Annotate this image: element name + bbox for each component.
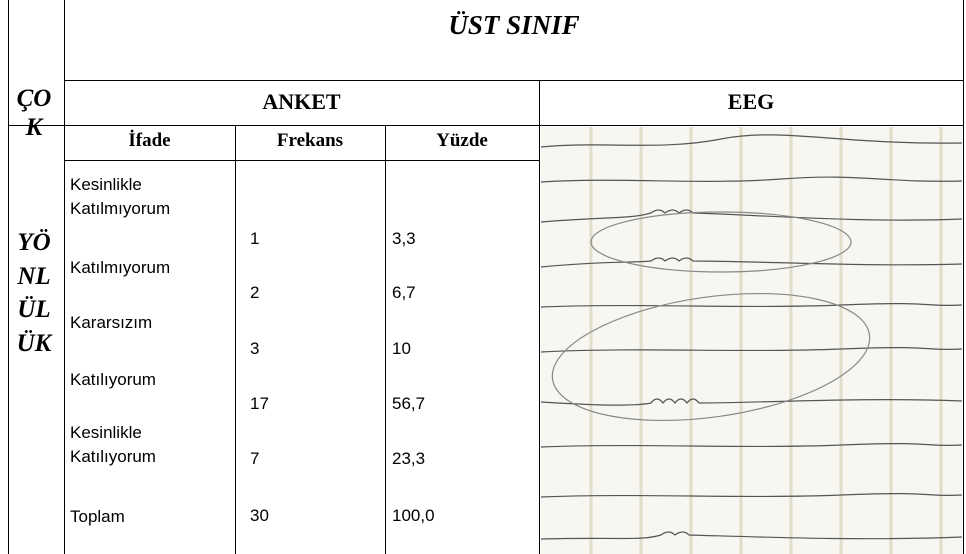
row-label: Katılıyorum <box>70 370 156 389</box>
cell: 6,7 <box>392 283 416 302</box>
cell: 1 <box>250 229 260 248</box>
eeg-image <box>541 127 962 554</box>
cell: 3 <box>250 339 260 358</box>
cell: 100,0 <box>392 506 435 525</box>
cell: 10 <box>392 339 411 358</box>
row-label: Kararsızım <box>70 313 153 332</box>
column-header: Frekans <box>276 130 344 151</box>
column-header: İfade <box>128 130 171 151</box>
section-header: EEG <box>727 89 775 114</box>
row-label: Katılmıyorum <box>70 258 171 277</box>
side-label: YÖNLÜLÜK <box>16 229 52 357</box>
cell: 23,3 <box>392 449 426 468</box>
cell: 2 <box>250 283 260 302</box>
cell: 7 <box>250 449 260 468</box>
title: ÜST SINIF <box>448 10 580 40</box>
cell: 30 <box>250 506 269 525</box>
section-header: ANKET <box>262 89 341 114</box>
cell: 17 <box>250 394 269 413</box>
row-label: Toplam <box>70 507 125 526</box>
row-label: Kesinlikle Katılmıyorum <box>70 175 171 218</box>
side-label: ÇOK <box>16 85 52 141</box>
cell: 3,3 <box>392 229 416 248</box>
cell: 56,7 <box>392 394 426 413</box>
column-header: Yüzde <box>436 130 488 151</box>
row-label: Kesinlikle Katılıyorum <box>70 423 156 466</box>
